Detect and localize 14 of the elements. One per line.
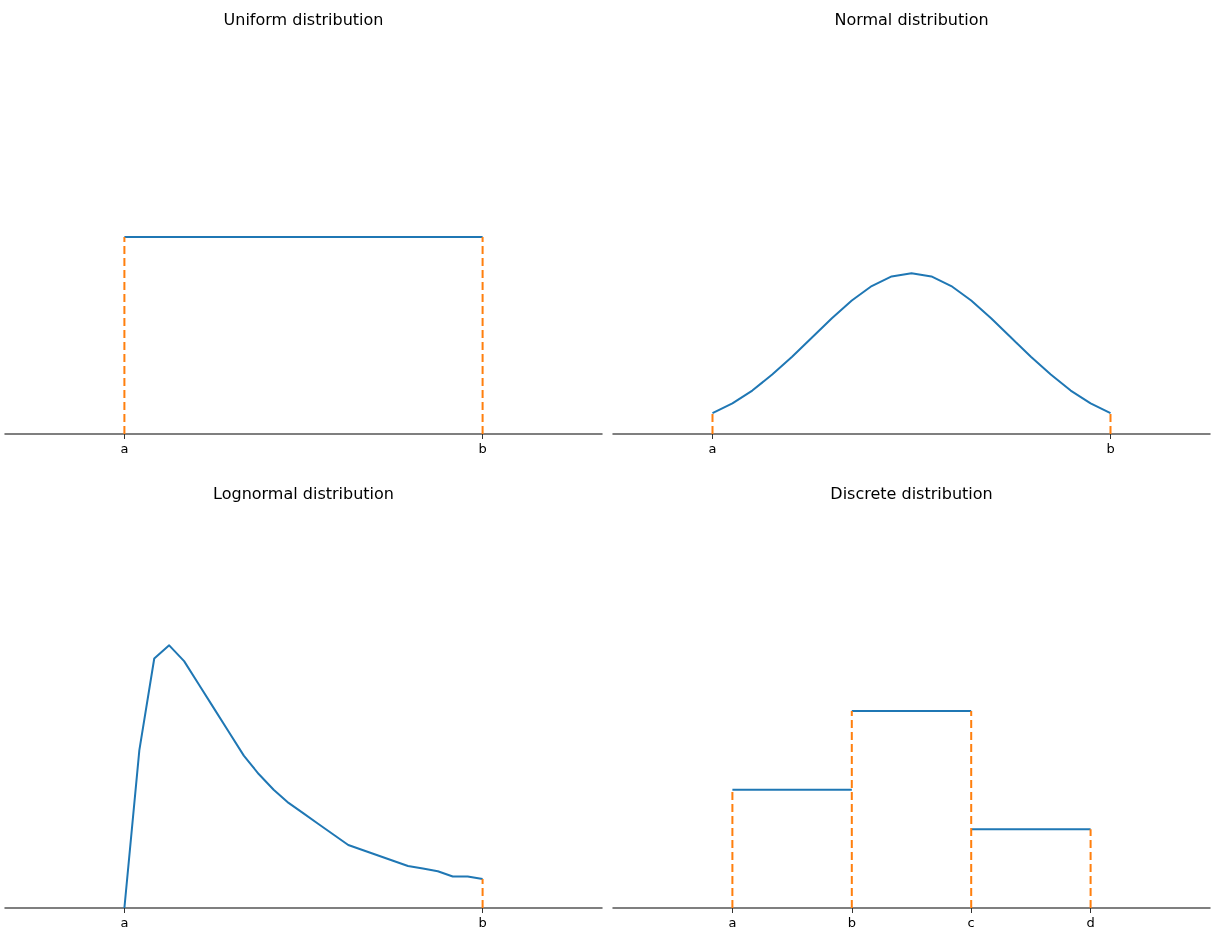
- x-tick-label: c: [967, 915, 975, 930]
- chart-title: Discrete distribution: [830, 483, 993, 503]
- x-tick-label: b: [478, 915, 487, 930]
- x-tick-label: d: [1086, 915, 1095, 930]
- x-tick-label: a: [120, 441, 129, 456]
- x-tick-label: b: [1106, 441, 1115, 456]
- x-tick-label: a: [120, 915, 129, 930]
- x-tick-label: b: [847, 915, 856, 930]
- x-tick-label: a: [708, 441, 717, 456]
- chart-title: Lognormal distribution: [213, 483, 394, 503]
- chart-title: Normal distribution: [834, 9, 989, 29]
- x-tick-label: a: [728, 915, 737, 930]
- x-tick-label: b: [478, 441, 487, 456]
- chart-title: Uniform distribution: [223, 9, 384, 29]
